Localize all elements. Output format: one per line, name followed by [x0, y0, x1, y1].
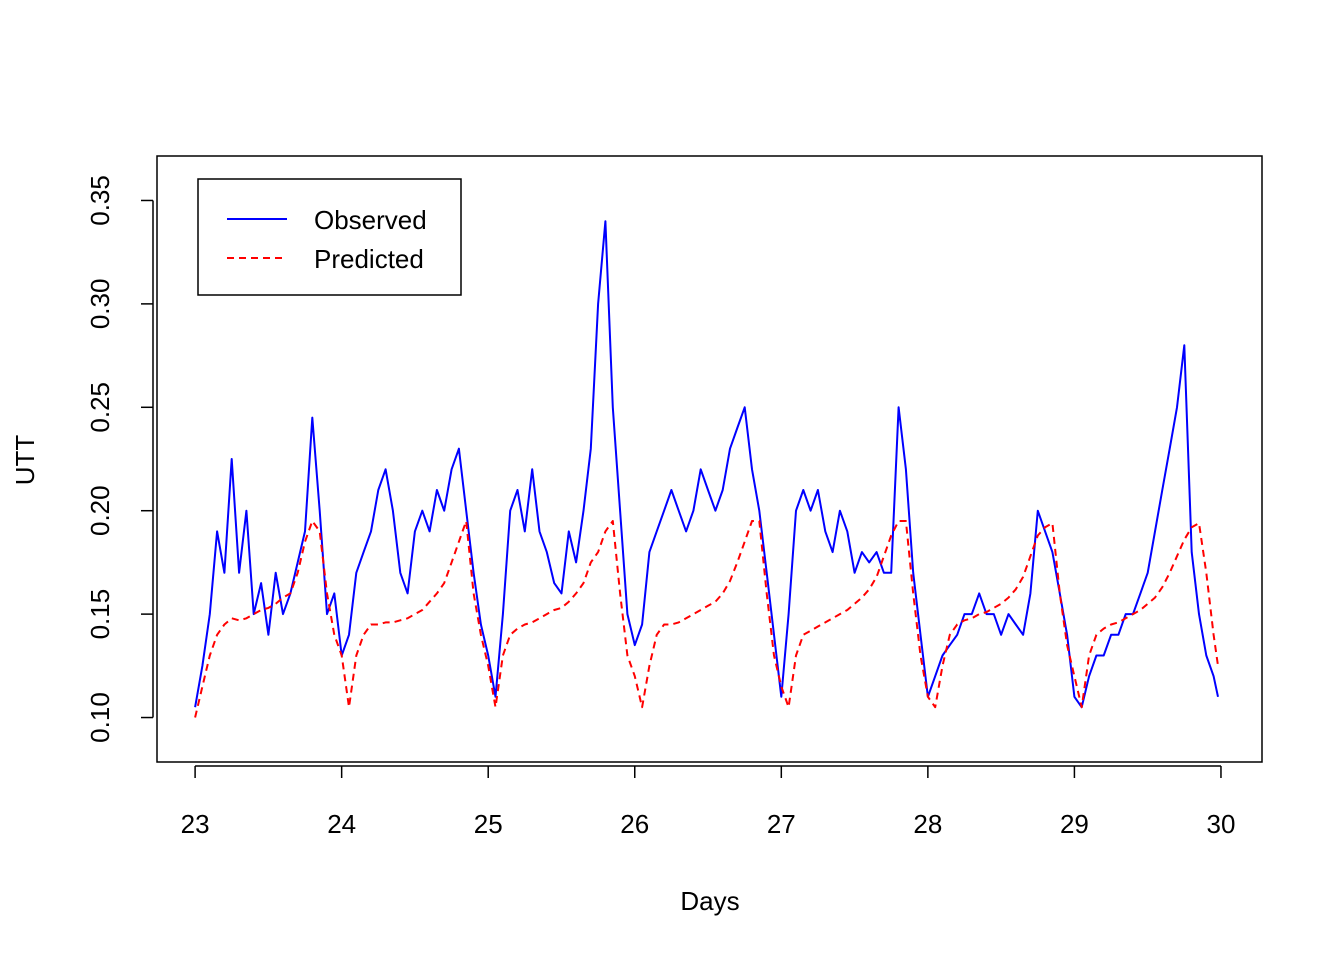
y-tick-label: 0.10 — [85, 692, 115, 743]
series-layer — [194, 220, 1219, 718]
x-axis: 23 24 25 26 27 28 29 30 — [181, 765, 1236, 839]
y-axis-title: UTT — [10, 435, 40, 486]
x-tick-label: 26 — [620, 809, 649, 839]
y-tick-label: 0.25 — [85, 382, 115, 433]
y-axis: 0.10 0.15 0.20 0.25 0.30 0.35 — [85, 175, 154, 743]
x-tick-label: 30 — [1207, 809, 1236, 839]
series-line-predicted — [194, 520, 1219, 718]
legend: Observed Predicted — [197, 178, 462, 296]
x-axis-title: Days — [680, 886, 739, 916]
legend-label-predicted: Predicted — [314, 244, 424, 274]
y-tick-label: 0.15 — [85, 589, 115, 640]
x-tick-label: 29 — [1060, 809, 1089, 839]
series-line-observed — [194, 220, 1219, 709]
y-tick-label: 0.20 — [85, 485, 115, 536]
x-tick-label: 25 — [474, 809, 503, 839]
legend-box — [197, 178, 462, 296]
plot-frame — [156, 155, 1263, 763]
x-tick-label: 23 — [181, 809, 210, 839]
x-tick-label: 27 — [767, 809, 796, 839]
y-tick-label: 0.30 — [85, 279, 115, 330]
x-tick-label: 24 — [327, 809, 356, 839]
x-tick-label: 28 — [913, 809, 942, 839]
y-tick-label: 0.35 — [85, 175, 115, 226]
legend-label-observed: Observed — [314, 205, 427, 235]
